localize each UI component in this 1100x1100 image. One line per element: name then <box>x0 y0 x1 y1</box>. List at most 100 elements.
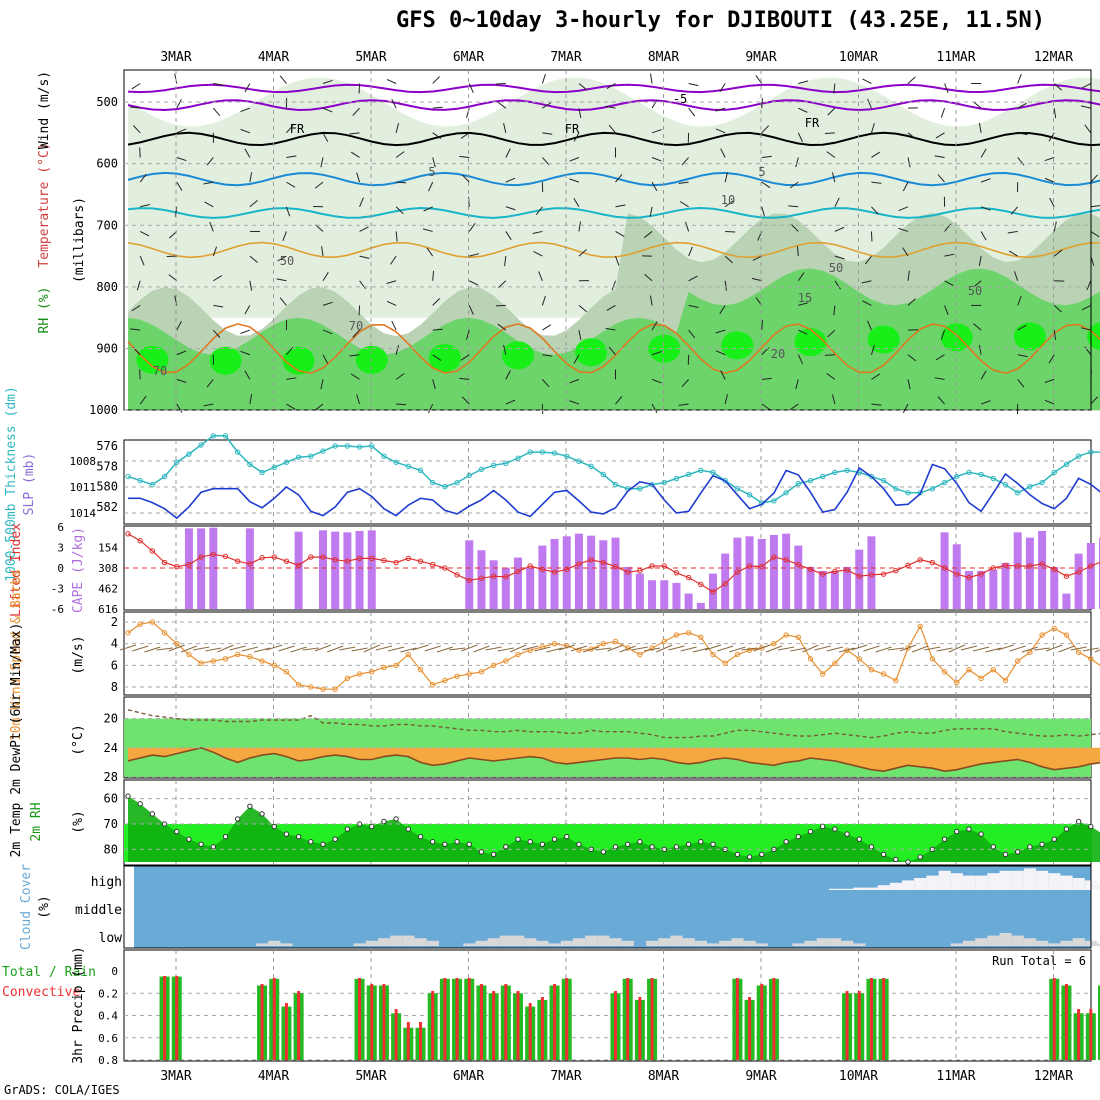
wind-barb <box>865 255 872 265</box>
wind-barb-10m <box>449 647 466 651</box>
wind-barb <box>495 83 506 85</box>
contour-label: 10 <box>721 193 735 207</box>
lifted-tick: -3 <box>51 583 64 596</box>
wind-barb <box>359 255 370 259</box>
cloud-block <box>877 885 890 890</box>
thickness-point <box>1075 453 1082 459</box>
wind-barb <box>651 181 658 192</box>
wind-barb <box>715 107 726 112</box>
wind-barb-10m <box>1082 647 1099 652</box>
wind-barb <box>678 403 689 406</box>
date-label-top: 5MAR <box>355 50 386 65</box>
thickness-point <box>429 479 436 486</box>
thickness-point <box>588 463 594 470</box>
rh-point <box>1075 818 1082 825</box>
cape-bar <box>830 570 839 609</box>
wind-tick: 6 <box>111 658 118 672</box>
wind-barb <box>871 181 882 184</box>
contour-minus10 <box>127 83 1100 94</box>
lifted-point <box>149 548 156 554</box>
contour-label: 70 <box>153 364 167 378</box>
wind-barb <box>907 157 911 168</box>
wind-barb <box>798 302 809 306</box>
wind-barb <box>432 354 442 361</box>
wind-point <box>966 666 972 673</box>
wind-barb <box>209 221 214 232</box>
wind-barb <box>130 328 141 331</box>
lifted-point <box>649 563 655 569</box>
wind-barb <box>934 377 945 380</box>
wind-point <box>137 621 143 627</box>
wind-unit-label: (m/s) <box>71 635 86 674</box>
lifted-point <box>685 574 692 581</box>
wind-barb <box>130 106 141 109</box>
wind-barb-10m <box>509 644 527 653</box>
wind-point <box>1002 677 1009 684</box>
cape-bar <box>477 550 486 609</box>
wind-barb <box>569 157 580 162</box>
wind-barb <box>1090 174 1098 183</box>
wind-barb-10m <box>582 646 600 653</box>
wind-barb <box>1090 205 1100 208</box>
wind-barb <box>1053 249 1063 257</box>
wind-barb <box>907 76 916 84</box>
thickness-tick: 578 <box>96 459 118 473</box>
precip-conv-bar <box>1089 1009 1093 1060</box>
wind-barb <box>827 107 836 116</box>
thickness-point <box>795 480 802 487</box>
wind-point <box>868 666 875 673</box>
wind-barb <box>498 280 507 288</box>
cloud-block <box>1048 943 1061 946</box>
lifted-point <box>673 570 680 576</box>
wind-barb-10m <box>266 644 283 651</box>
cloud-block <box>560 940 573 946</box>
wind-barb <box>432 157 436 168</box>
thickness-point <box>503 460 509 466</box>
wind-barb <box>1053 329 1057 341</box>
date-label-bottom: 7MAR <box>550 1069 581 1084</box>
wind-barb <box>611 280 616 291</box>
wind-barb <box>350 151 360 158</box>
wind-point <box>783 632 789 638</box>
wind-point <box>880 671 887 677</box>
cloud-block <box>902 880 915 890</box>
thickness-point <box>320 448 326 454</box>
wind-point <box>673 632 680 638</box>
rh-point <box>990 844 997 850</box>
rh-point <box>174 828 180 835</box>
cloud-level-label: high <box>91 875 122 890</box>
thickness-point <box>198 442 204 448</box>
thickness-point <box>734 486 741 492</box>
wind-barb <box>1080 327 1091 331</box>
thickness-point <box>954 473 960 480</box>
rh-point <box>564 833 570 840</box>
precip-conv-bar <box>1064 984 1068 1060</box>
thickness-point <box>234 449 241 455</box>
precip-tick: 0.6 <box>98 1032 118 1045</box>
wind-barb <box>937 396 945 405</box>
rh-point <box>490 851 497 858</box>
wind-barb <box>505 206 516 211</box>
wind-barb <box>286 181 296 188</box>
wind-barb <box>391 320 397 331</box>
slp-tick: 1008 <box>70 455 97 468</box>
wind-barb <box>314 181 324 189</box>
thickness-point <box>576 458 582 464</box>
wind-barb <box>131 304 141 312</box>
wind-barb <box>426 247 434 257</box>
cloud-block <box>975 875 988 890</box>
wind-barb <box>573 132 580 142</box>
cape-bar <box>989 569 998 609</box>
wind-point <box>734 651 741 658</box>
wind-barb <box>282 231 287 241</box>
wind-barb <box>1053 221 1057 232</box>
wind-barb-10m <box>741 647 758 651</box>
date-label-top: 8MAR <box>648 50 679 65</box>
wind-barb <box>356 394 361 405</box>
wind-barb <box>606 83 616 89</box>
cape-axis-label: CAPE (J/kg) <box>71 527 86 613</box>
precip-conv-bar <box>419 1022 422 1060</box>
cloud-level-label: middle <box>75 903 122 918</box>
rh-point <box>880 851 887 858</box>
wind-point <box>210 658 217 664</box>
